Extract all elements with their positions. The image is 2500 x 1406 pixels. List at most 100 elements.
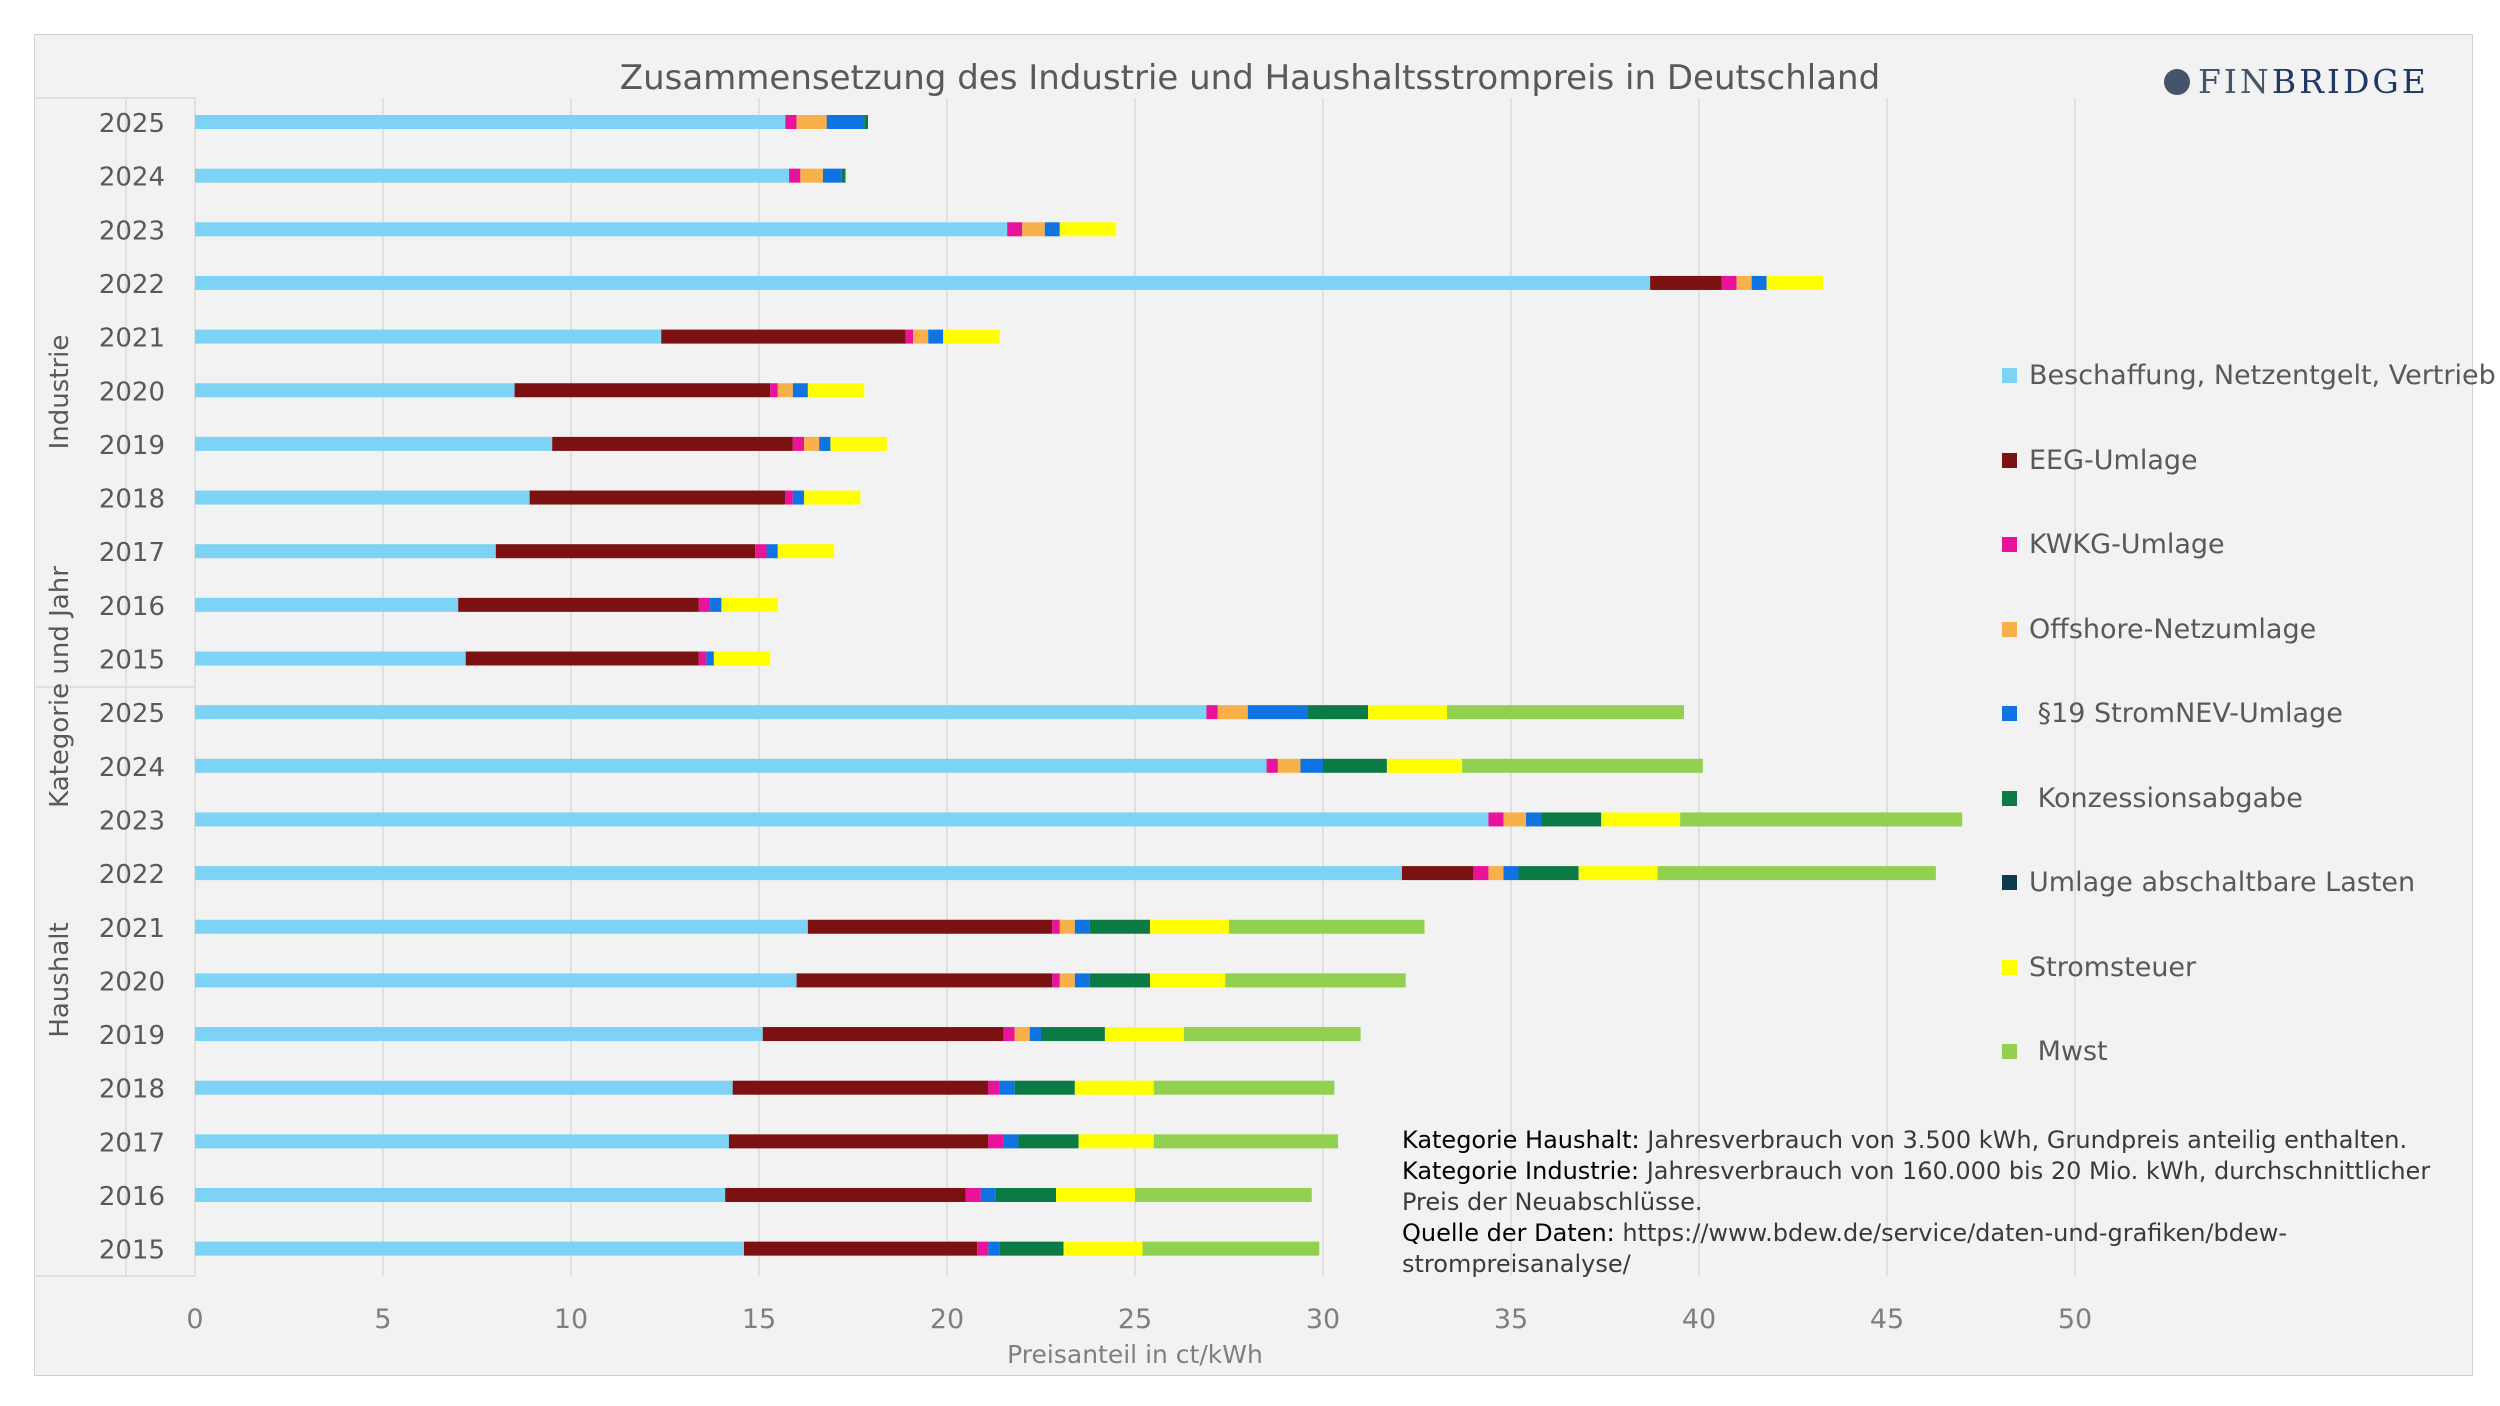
bar-segment — [988, 1241, 1000, 1256]
y-tick-label: 2015 — [99, 1236, 165, 1266]
bar-segment — [725, 1188, 966, 1202]
bar-segment — [807, 383, 865, 398]
legend-item: Offshore-Netzumlage — [2002, 614, 2316, 645]
bar-segment — [465, 651, 699, 666]
bar-segment — [1041, 1027, 1105, 1042]
bar-segment — [1323, 758, 1387, 773]
legend-label: Mwst — [2029, 1036, 2108, 1067]
bar-segment — [195, 329, 662, 344]
legend-label: KWKG-Umlage — [2029, 529, 2225, 560]
bar-segment — [1022, 222, 1045, 237]
bar-segment — [514, 383, 771, 398]
finbridge-logo: FINBRIDGE — [2164, 62, 2429, 101]
y-tick-label: 2019 — [99, 1021, 165, 1051]
bar-segment — [1266, 758, 1278, 773]
bar-segment — [1104, 1027, 1184, 1042]
bar-segment — [1052, 919, 1060, 934]
bar-segment — [1447, 705, 1684, 720]
bar-segment — [965, 1188, 981, 1202]
bar-segment — [777, 544, 835, 559]
bar-segment — [1150, 973, 1226, 988]
bar-segment — [1150, 919, 1229, 934]
footnote-industrie: Kategorie Industrie: Jahresverbrauch von… — [1402, 1156, 2462, 1218]
legend-label: §19 StromNEV-Umlage — [2029, 698, 2343, 729]
bar-segment — [1014, 1027, 1030, 1042]
legend-item: Konzessionsabgabe — [2002, 783, 2303, 814]
footnote-source-text: https://www.bdew.de/service/daten-und-gr… — [1402, 1219, 2288, 1278]
bar-segment — [195, 1027, 763, 1042]
bar-segment — [195, 973, 797, 988]
bar-segment — [195, 597, 459, 612]
footnote-industrie-key: Kategorie Industrie: — [1402, 1157, 1640, 1185]
legend-swatch — [2002, 452, 2017, 468]
group-label-industrie: Industrie — [45, 335, 75, 450]
bar-segment — [785, 490, 793, 505]
bar-segment — [721, 597, 778, 612]
bar-segment — [822, 168, 842, 183]
bar-segment — [1657, 866, 1936, 881]
bar-segment — [1368, 705, 1448, 720]
x-tick-label: 35 — [1494, 1304, 1528, 1335]
bar-segment — [1680, 812, 1963, 827]
legend-item: Stromsteuer — [2002, 952, 2196, 983]
bar-segment — [1247, 705, 1308, 720]
bar-segment — [1578, 866, 1658, 881]
group-label-haushalt: Haushalt — [45, 922, 75, 1037]
y-tick-label: 2018 — [99, 485, 165, 515]
bar-segment — [195, 1134, 729, 1149]
bar-segment — [1225, 973, 1406, 988]
legend-swatch — [2002, 368, 2017, 383]
bar-segment — [999, 1241, 1064, 1256]
bar-segment — [792, 383, 808, 398]
bar-segment — [792, 490, 805, 505]
bar-segment — [755, 544, 767, 559]
y-axis-title: Kategorie und Jahr — [45, 566, 75, 808]
legend-label: EEG-Umlage — [2029, 444, 2198, 476]
bar-segment — [1473, 866, 1489, 881]
legend-item: Mwst — [2002, 1036, 2108, 1067]
bar-segment — [1229, 919, 1425, 934]
legend-label: Beschaffung, Netzentgelt, Vertrieb — [2029, 360, 2496, 391]
bar-segment — [1183, 1027, 1361, 1042]
bar-segment — [1018, 1134, 1079, 1149]
bar-segment — [1059, 919, 1075, 934]
bar-segment — [1078, 1134, 1154, 1149]
x-tick-label: 15 — [742, 1304, 776, 1335]
y-tick-label: 2020 — [99, 377, 165, 407]
bar-segment — [819, 436, 831, 451]
bar-segment — [195, 651, 466, 666]
y-tick-label: 2016 — [99, 592, 165, 622]
bar-segment — [1089, 973, 1151, 988]
bar-segment — [796, 973, 1053, 988]
logo-text-bridge: BRIDGE — [2271, 62, 2429, 101]
bar-segment — [826, 115, 865, 129]
bar-segment — [195, 383, 515, 398]
bar-segment — [770, 383, 778, 398]
bar-segment — [1503, 866, 1519, 881]
bar-segment — [195, 1241, 744, 1256]
legend-swatch — [2002, 706, 2017, 721]
bar-segment — [195, 758, 1267, 773]
bar-segment — [195, 436, 553, 451]
bar-segment — [1541, 812, 1602, 827]
legend-swatch — [2002, 537, 2017, 552]
bar-segment — [999, 1080, 1015, 1095]
footnote-haushalt: Kategorie Haushalt: Jahresverbrauch von … — [1402, 1125, 2462, 1156]
legend-label: Konzessionsabgabe — [2029, 782, 2303, 814]
bar-segment — [195, 1188, 726, 1202]
bar-segment — [698, 651, 707, 666]
y-tick-label: 2018 — [99, 1075, 165, 1105]
legend-label: Stromsteuer — [2029, 951, 2197, 983]
footnote-source: Quelle der Daten: https://www.bdew.de/se… — [1402, 1218, 2462, 1280]
bar-segment — [1007, 222, 1023, 237]
x-tick-label: 25 — [1118, 1304, 1152, 1335]
bar-segment — [928, 329, 944, 344]
bar-segment — [792, 436, 805, 451]
bar-segment — [195, 812, 1489, 827]
bar-segment — [195, 544, 496, 559]
x-tick-label: 10 — [554, 1304, 588, 1335]
bar-segment — [743, 1241, 978, 1256]
legend-item: KWKG-Umlage — [2002, 529, 2225, 560]
y-tick-label: 2025 — [99, 109, 165, 139]
bar-segment — [1766, 275, 1824, 290]
